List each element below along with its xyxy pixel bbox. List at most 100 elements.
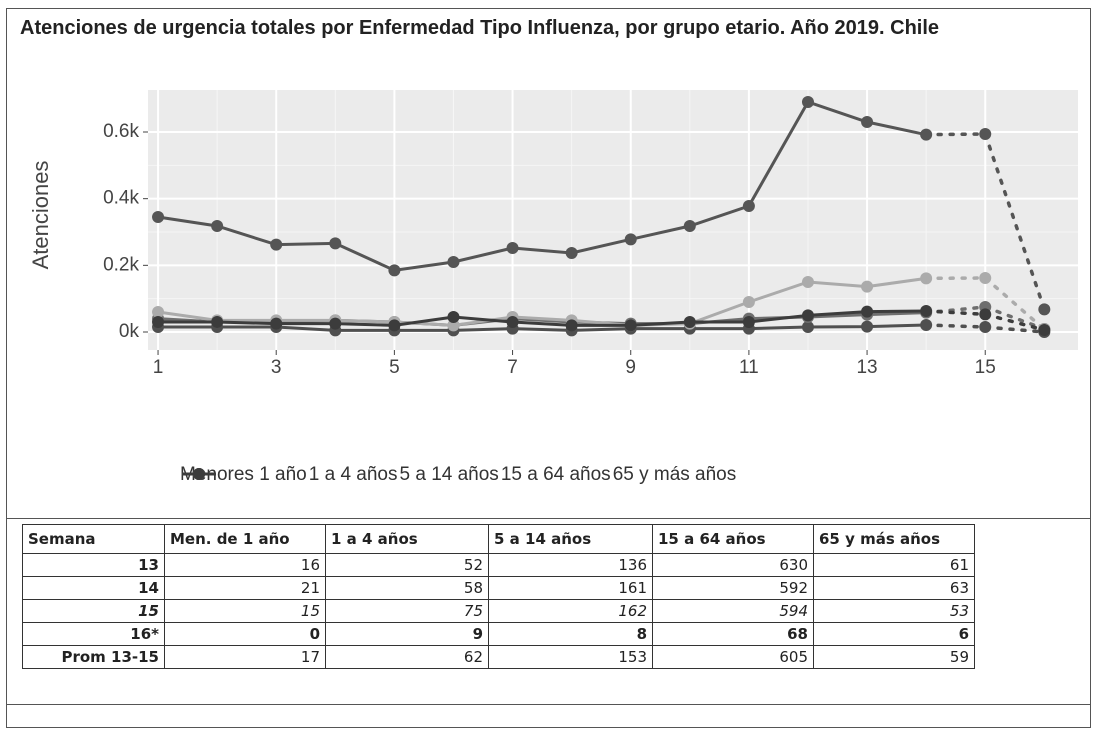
series-line xyxy=(156,323,928,332)
data-point xyxy=(270,317,283,330)
series-line xyxy=(156,100,928,272)
series-line xyxy=(156,309,928,327)
data-point xyxy=(1038,324,1051,336)
x-tick-label: 5 xyxy=(389,357,400,378)
x-tick-label: 3 xyxy=(271,357,282,378)
table-row: 14 21 58 161 592 63 xyxy=(22,576,975,600)
table-cell: 594 xyxy=(652,599,814,623)
legend: Menores 1 año 1 a 4 años 5 a 14 años 15 a 6… xyxy=(180,464,736,486)
table-header: 1 a 4 años xyxy=(325,524,489,554)
table-cell: 53 xyxy=(813,599,975,623)
x-tick-label: 11 xyxy=(739,357,759,378)
table-cell: 592 xyxy=(652,576,814,600)
y-tick-label: 0.6k xyxy=(103,121,139,142)
table-row: 16* 0 9 8 68 6 xyxy=(22,622,975,646)
table-row: 15 15 75 162 594 53 xyxy=(22,599,975,623)
x-tick-label: 13 xyxy=(856,357,877,378)
table-cell: 8 xyxy=(488,622,653,646)
table-cell: 6 xyxy=(813,622,975,646)
y-axis-label: Atenciones xyxy=(28,161,53,270)
table-cell: 16* xyxy=(22,622,165,646)
legend-label: Menores 1 año xyxy=(180,464,307,485)
legend-label: 15 a 64 años xyxy=(500,464,611,485)
table-cell: 153 xyxy=(488,645,653,669)
table-cell: 15 xyxy=(164,599,326,623)
data-point xyxy=(565,247,578,259)
table-cell: 162 xyxy=(488,599,653,623)
data-point xyxy=(683,316,696,328)
legend-item: 5 a 14 años xyxy=(182,464,499,486)
table-cell: 13 xyxy=(22,553,165,577)
legend-label: 65 y más años xyxy=(612,464,737,485)
data-point xyxy=(624,233,637,246)
table-header: 65 y más años xyxy=(813,524,975,554)
data-point xyxy=(861,305,874,318)
data-point xyxy=(920,272,933,285)
series-line xyxy=(156,276,928,327)
data-point xyxy=(979,321,992,333)
table-cell: Prom 13-15 xyxy=(22,645,165,669)
data-point xyxy=(211,316,224,328)
table-cell: 630 xyxy=(652,553,814,577)
table-cell: 16 xyxy=(164,553,326,577)
legend-swatch xyxy=(182,468,216,480)
table-cell: 14 xyxy=(22,576,165,600)
data-point xyxy=(801,96,814,108)
data-table: Semana Men. de 1 año 1 a 4 años 5 a 14 años… xyxy=(22,524,975,669)
data-point xyxy=(683,220,696,232)
data-point xyxy=(801,321,814,333)
legend-label: 5 a 14 años xyxy=(399,464,499,485)
data-point xyxy=(506,316,519,328)
data-point xyxy=(979,128,992,140)
legend-item: 1 a 4 años xyxy=(182,464,398,486)
data-point xyxy=(565,319,578,332)
data-point xyxy=(920,128,933,141)
data-point xyxy=(388,264,401,277)
data-point xyxy=(861,320,874,333)
chart-title: Atenciones de urgencia totales por Enfer… xyxy=(20,17,940,39)
data-point xyxy=(152,211,165,223)
legend-label: 1 a 4 años xyxy=(308,464,398,485)
table-cell: 0 xyxy=(164,622,326,646)
frame xyxy=(6,8,1091,728)
table-header: 5 a 14 años xyxy=(488,524,653,554)
y-tick-label: 0k xyxy=(119,321,140,342)
table-cell: 52 xyxy=(325,553,489,577)
legend-item: 65 y más años xyxy=(182,464,737,486)
data-point xyxy=(742,200,755,212)
data-point xyxy=(447,256,460,268)
table-cell: 68 xyxy=(652,622,814,646)
data-point xyxy=(152,316,165,328)
data-point xyxy=(624,319,637,332)
table-cell: 136 xyxy=(488,553,653,577)
data-point xyxy=(920,305,933,317)
data-point xyxy=(1038,303,1051,316)
data-point xyxy=(861,116,874,128)
table-cell: 15 xyxy=(22,599,165,623)
legend-item: 15 a 64 años xyxy=(182,464,611,486)
table-cell: 21 xyxy=(164,576,326,600)
data-point xyxy=(861,280,874,293)
table-cell: 161 xyxy=(488,576,653,600)
data-point xyxy=(920,319,933,331)
data-point xyxy=(447,311,460,323)
table-row: 13 16 52 136 630 61 xyxy=(22,553,975,577)
x-tick-label: 15 xyxy=(975,357,996,378)
x-tick-label: 7 xyxy=(507,357,518,378)
data-point xyxy=(742,296,755,308)
table-cell: 63 xyxy=(813,576,975,600)
separator xyxy=(6,518,1091,519)
data-point xyxy=(979,272,992,284)
y-tick-label: 0.4k xyxy=(103,188,139,209)
x-tick-label: 9 xyxy=(625,357,636,378)
table-header: 15 a 64 años xyxy=(652,524,814,554)
table-row: Prom 13-15 17 62 153 605 59 xyxy=(22,645,975,669)
table-header-row: Semana Men. de 1 año 1 a 4 años 5 a 14 años… xyxy=(22,524,975,554)
data-point xyxy=(329,317,342,330)
table-cell: 75 xyxy=(325,599,489,623)
table-cell: 9 xyxy=(325,622,489,646)
table-cell: 605 xyxy=(652,645,814,669)
legend-dot xyxy=(193,468,205,480)
